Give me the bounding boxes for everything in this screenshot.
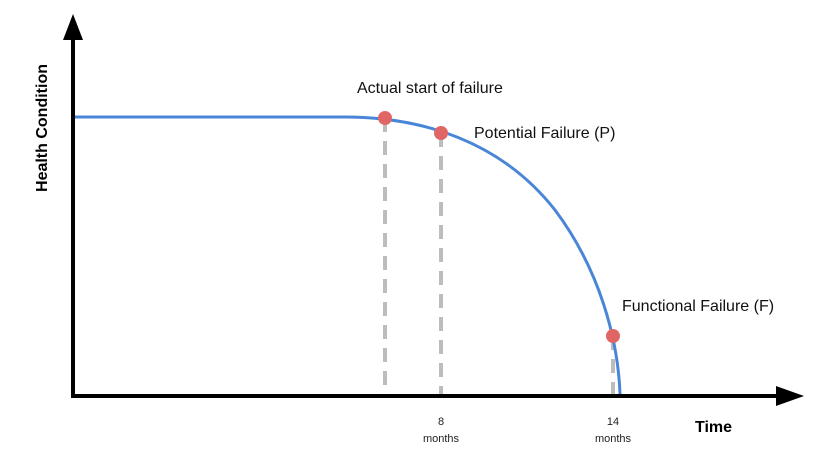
x-axis-title: Time: [695, 419, 732, 436]
tick-8-value: 8: [438, 416, 444, 428]
point-functional-failure: [606, 329, 620, 343]
x-axis-arrowhead: [776, 386, 804, 406]
label-functional-failure: Functional Failure (F): [622, 298, 774, 315]
tick-14-value: 14: [607, 416, 619, 428]
y-axis-arrowhead: [63, 14, 83, 40]
label-potential-failure: Potential Failure (P): [474, 125, 615, 142]
label-actual-start: Actual start of failure: [357, 80, 503, 97]
y-axis-title: Health Condition: [34, 64, 51, 192]
point-actual-start: [378, 111, 392, 125]
pf-curve: [75, 115, 622, 395]
tick-14-unit: months: [595, 433, 632, 445]
point-potential-failure: [434, 126, 448, 140]
tick-8-unit: months: [423, 433, 460, 445]
